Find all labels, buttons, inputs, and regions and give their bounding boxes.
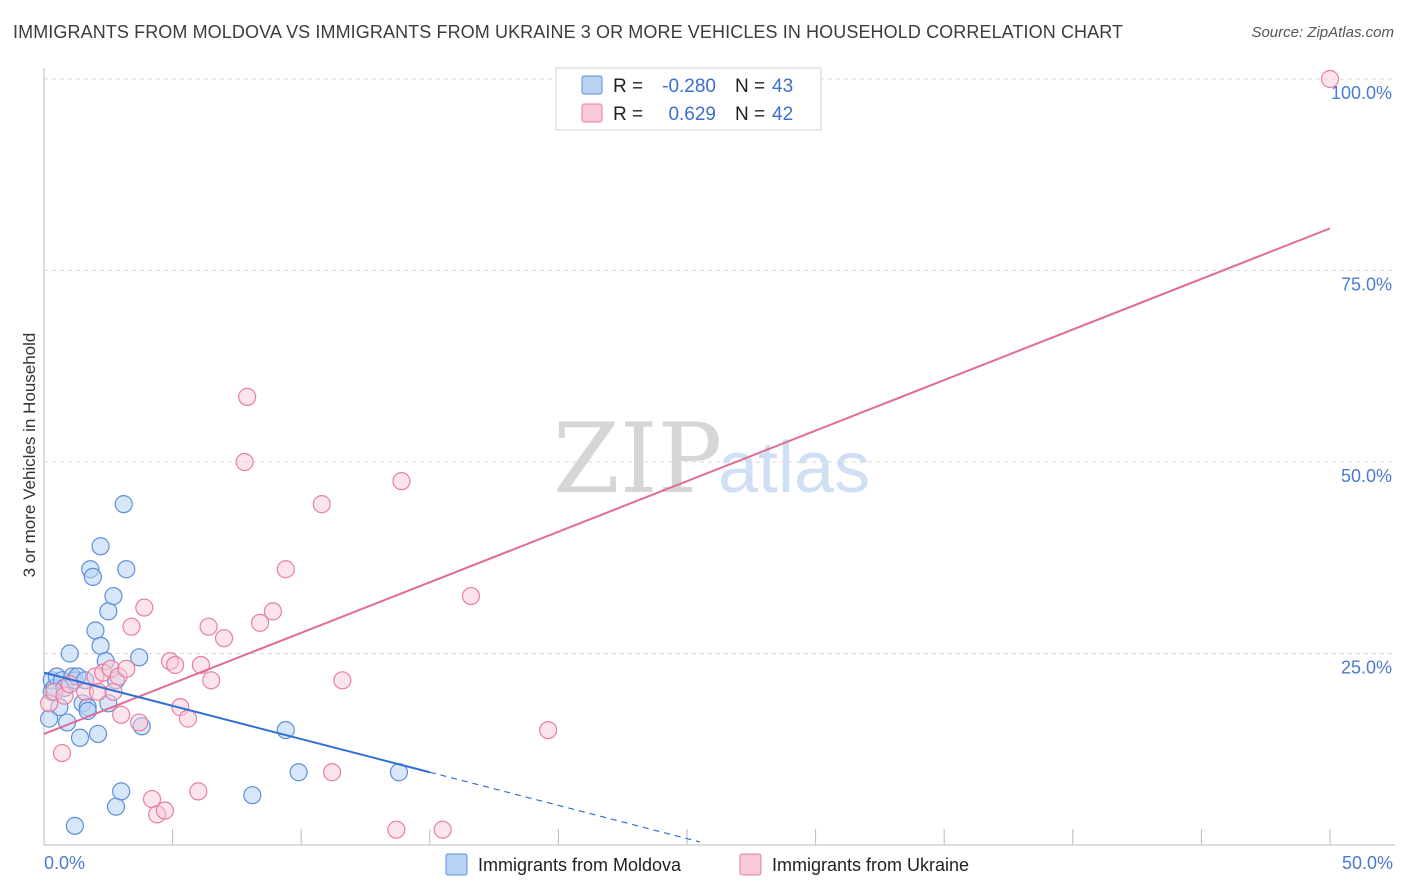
moldova-point [99, 602, 118, 621]
ukraine-point [276, 560, 295, 579]
source-credit: Source: ZipAtlas.com [1251, 24, 1394, 41]
ukraine-point [189, 782, 208, 801]
moldova-trend-extension [429, 771, 701, 843]
moldova-point [65, 816, 84, 835]
y-tick-label: 50.0% [1341, 466, 1392, 486]
x-tick-label: 0.0% [44, 853, 85, 873]
moldova-point [91, 537, 110, 556]
ukraine-point [235, 452, 254, 472]
ukraine-point [202, 671, 221, 690]
legend-r-value-ukraine: 0.629 [668, 104, 716, 125]
ukraine-point [1320, 69, 1340, 89]
bottom-legend-label-moldova: Immigrants from Moldova [478, 855, 682, 875]
legend-n-label-ukraine: N = [735, 104, 765, 125]
ukraine-point [263, 602, 283, 621]
moldova-point [70, 728, 90, 747]
grid-layer [44, 78, 1395, 654]
ukraine-point [250, 613, 270, 632]
y-axis-title: 3 or more Vehicles in Household [20, 333, 39, 578]
ukraine-point [155, 801, 174, 820]
x-tick-label: 50.0% [1342, 853, 1393, 873]
legend-swatch-moldova [581, 75, 603, 95]
moldova-point [114, 495, 133, 514]
series-legend: Immigrants from Moldova Immigrants from … [445, 853, 969, 876]
ukraine-point [191, 655, 210, 675]
ukraine-point [322, 763, 342, 782]
moldova-point [88, 724, 108, 744]
ukraine-trend-line [43, 227, 1331, 735]
ukraine-point [112, 705, 131, 724]
legend-n-label-moldova: N = [735, 76, 765, 97]
ukraine-point [333, 671, 352, 690]
moldova-point [91, 636, 110, 655]
y-tick-label: 75.0% [1341, 275, 1392, 295]
axis-layer: 25.0% 50.0% 75.0% 100.0% 0.0% 50.0% [43, 68, 1395, 873]
moldova-point [106, 797, 126, 816]
legend-r-label-moldova: R = [613, 76, 643, 97]
moldova-point [289, 763, 308, 782]
moldova-point [117, 560, 136, 579]
ukraine-point [461, 586, 481, 606]
bottom-legend-swatch-ukraine [739, 853, 762, 876]
chart-title: IMMIGRANTS FROM MOLDOVA VS IMMIGRANTS FR… [13, 22, 1124, 42]
moldova-point [112, 782, 131, 801]
moldova-point [60, 644, 79, 663]
bottom-legend-label-ukraine: Immigrants from Ukraine [772, 855, 969, 875]
ukraine-point [433, 820, 452, 839]
ukraine-point [117, 659, 136, 678]
ukraine-point [135, 598, 154, 617]
watermark-zip: ZIP [553, 403, 722, 515]
correlation-legend: R = -0.280 N = 43 R = 0.629 N = 42 [555, 67, 822, 131]
moldova-point [83, 567, 102, 587]
watermark-atlas: atlas [718, 428, 870, 508]
ukraine-point [130, 713, 149, 732]
legend-n-value-ukraine: 42 [772, 104, 793, 125]
trend-layer [43, 227, 1331, 843]
ukraine-point [387, 820, 406, 839]
bottom-legend-swatch-moldova [445, 853, 468, 876]
ukraine-point [166, 655, 185, 675]
moldova-point [243, 786, 262, 805]
ukraine-point [52, 743, 72, 763]
legend-n-value-moldova: 43 [772, 76, 793, 97]
ukraine-point [122, 617, 141, 636]
ukraine-point [392, 472, 411, 491]
y-tick-label: 25.0% [1341, 658, 1392, 678]
moldova-trend-line [43, 671, 431, 774]
watermark: ZIP atlas [553, 403, 870, 515]
moldova-point [104, 586, 123, 606]
ukraine-point [214, 629, 234, 648]
legend-swatch-ukraine [581, 103, 603, 123]
y-tick-label: 100.0% [1331, 83, 1392, 103]
ukraine-point [238, 387, 257, 406]
moldova-point [86, 621, 105, 640]
ukraine-point [312, 495, 331, 514]
ukraine-point [539, 720, 558, 740]
ukraine-point [199, 617, 218, 636]
legend-r-value-moldova: -0.280 [662, 76, 716, 97]
ukraine-points [40, 69, 1340, 839]
moldova-point [130, 648, 149, 667]
ukraine-point [178, 709, 198, 728]
legend-r-label-ukraine: R = [613, 104, 643, 125]
moldova-points [40, 495, 409, 835]
